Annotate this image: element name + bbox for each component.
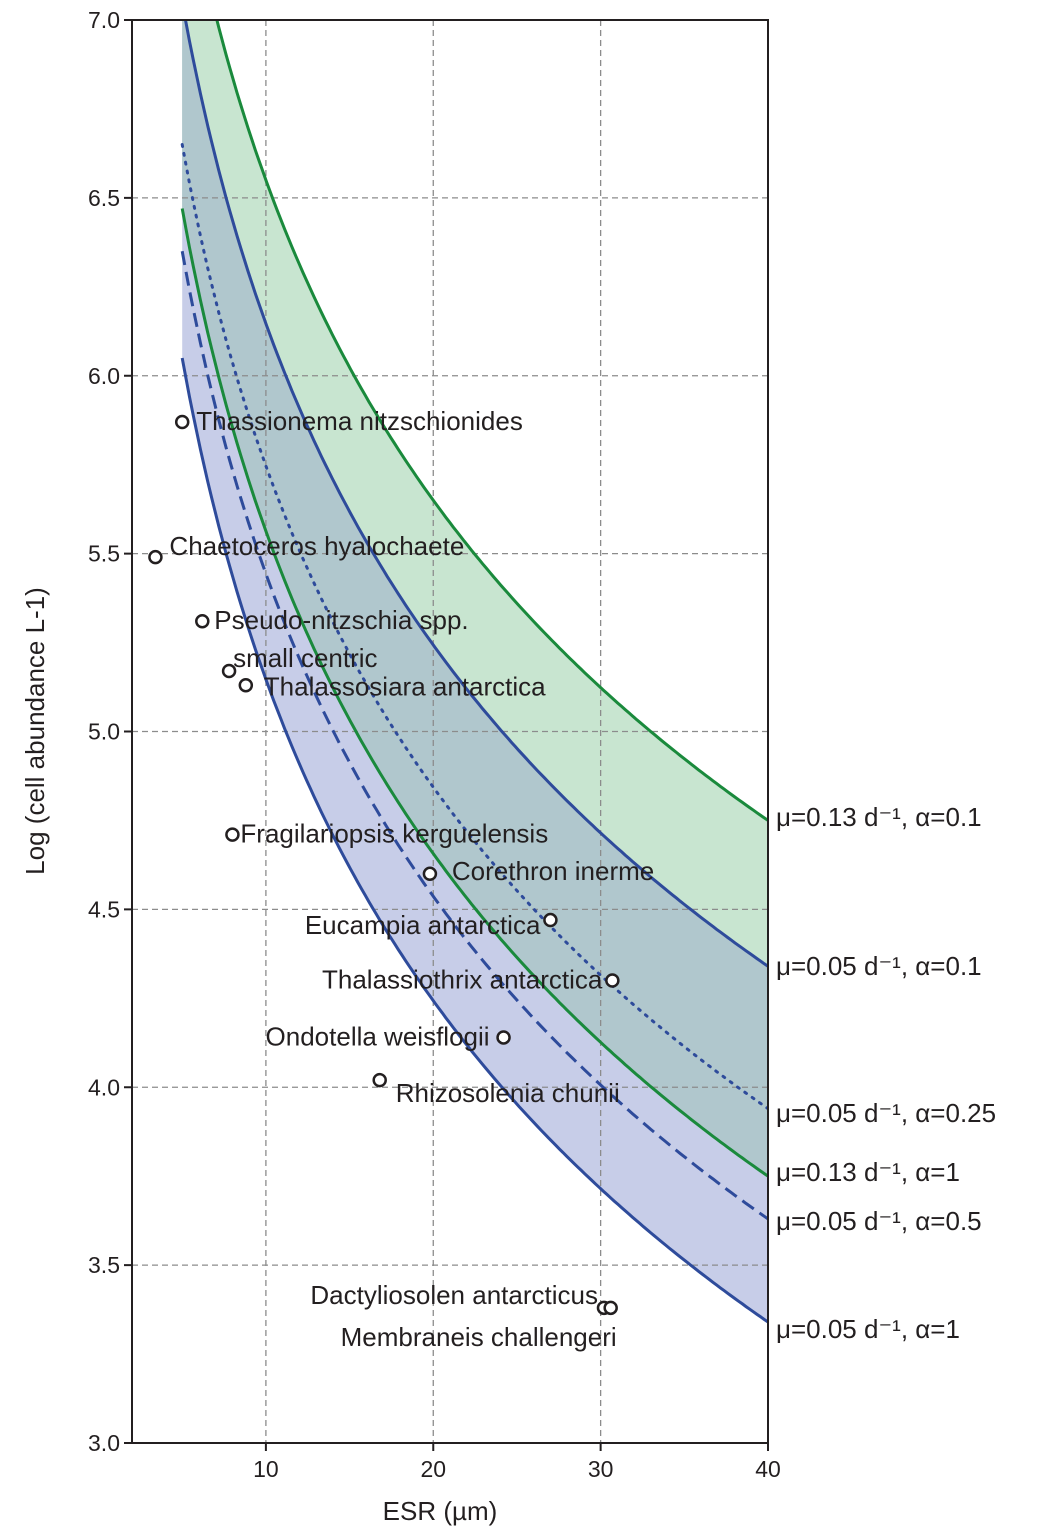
data-point [195, 613, 210, 629]
y-tick-label: 7.0 [88, 7, 120, 33]
data-point-label: Chaetoceros hyalochaete [169, 531, 464, 561]
curve-label: μ=0.05 d⁻¹, α=1 [776, 1314, 960, 1344]
data-point [238, 678, 254, 693]
data-point-label: Eucampia antarctica [305, 910, 541, 940]
curve-line-1 [215, 20, 768, 822]
y-tick-label: 3.5 [88, 1252, 120, 1278]
curve-labels-layer: μ=0.13 d⁻¹, α=0.1 μ=0.05 d⁻¹, α=0.1 μ=0.05… [776, 802, 996, 1344]
data-point-label: Dactyliosolen antarcticus [310, 1280, 598, 1310]
y-tick-label: 5.0 [88, 719, 120, 745]
y-tick-label: 6.5 [88, 185, 120, 211]
x-tick-label: 30 [588, 1456, 614, 1482]
curve-line-4 [180, 208, 768, 1178]
y-tick-label: 4.5 [88, 896, 120, 922]
x-tick-label: 20 [420, 1456, 446, 1482]
curve-label: μ=0.05 d⁻¹, α=0.5 [776, 1206, 982, 1236]
data-point [496, 1030, 511, 1045]
data-point-label: Fragilariopsis kerguelensis [240, 819, 548, 849]
data-point-label: small centric [233, 643, 377, 673]
data-point-label: Corethron inerme [452, 856, 654, 886]
curve-line-5 [180, 250, 768, 1221]
data-point [603, 1300, 618, 1316]
points-layer: Thassionema nitzschionides Chaetoceros hy… [148, 406, 654, 1352]
data-point [372, 1072, 387, 1088]
band-overlap-region [182, 20, 768, 1177]
y-tick-label: 3.0 [88, 1430, 120, 1456]
curve-label: μ=0.13 d⁻¹, α=1 [776, 1157, 960, 1187]
data-point [174, 414, 190, 430]
curve-line-2 [183, 20, 768, 968]
x-axis-label: ESR (µm) [383, 1496, 498, 1526]
data-point-label: Thalassosiara antarctica [264, 671, 546, 701]
data-point [605, 973, 620, 988]
data-point [221, 663, 237, 679]
x-tick-label: 40 [755, 1456, 781, 1482]
curve-line-3 [180, 143, 768, 1111]
ticks-layer: 10 20 30 40 3.0 3.5 4.0 4.5 5.0 5.5 6.0 6.5 7.0 [88, 7, 781, 1482]
y-tick-label: 5.5 [88, 541, 120, 567]
data-point [225, 827, 240, 842]
data-point [543, 912, 558, 928]
grid [132, 20, 768, 1443]
x-tick-label: 10 [253, 1456, 279, 1482]
data-point [422, 866, 438, 882]
data-point-label: Membraneis challengeri [341, 1322, 617, 1352]
curve-line-6 [180, 357, 768, 1324]
data-point [148, 549, 163, 565]
data-point-label: Pseudo-nitzschia spp. [214, 605, 468, 635]
y-tick-label: 6.0 [88, 363, 120, 389]
curve-label: μ=0.05 d⁻¹, α=0.1 [776, 951, 982, 981]
data-point-label: Rhizosolenia chunii [396, 1078, 620, 1108]
bands-layer [182, 20, 768, 1322]
y-axis-label: Log (cell abundance L-1) [20, 587, 50, 875]
data-point-label: Thassionema nitzschionides [196, 406, 523, 436]
data-point-label: Thalassiothrix antarctica [322, 965, 603, 995]
y-tick-label: 4.0 [88, 1074, 120, 1100]
curves-layer [180, 20, 768, 1324]
data-point-label: Ondotella weisflogii [266, 1021, 490, 1051]
curve-label: μ=0.05 d⁻¹, α=0.25 [776, 1098, 996, 1128]
curve-label: μ=0.13 d⁻¹, α=0.1 [776, 802, 982, 832]
